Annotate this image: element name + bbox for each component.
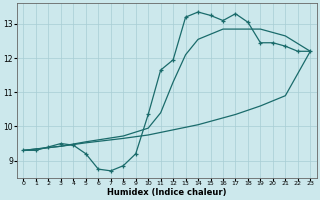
X-axis label: Humidex (Indice chaleur): Humidex (Indice chaleur) (107, 188, 227, 197)
